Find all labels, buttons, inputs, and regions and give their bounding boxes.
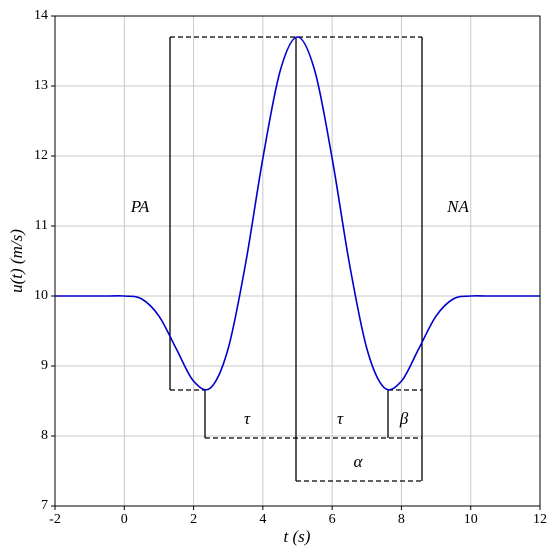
annotation: PA	[130, 197, 150, 216]
x-tick-label: -2	[49, 512, 61, 527]
plot-frame	[54, 15, 541, 507]
annotation: NA	[446, 197, 469, 216]
y-tick-label: 13	[34, 78, 48, 93]
annotation: α	[354, 452, 364, 471]
x-tick-label: 8	[398, 512, 405, 527]
y-tick-label: 7	[41, 498, 48, 513]
y-axis-label: u(t) (m/s)	[7, 229, 26, 293]
annotation: β	[399, 409, 409, 428]
y-tick-label: 10	[34, 288, 48, 303]
x-axis-label: t (s)	[284, 527, 311, 546]
y-tick-label: 11	[35, 218, 48, 233]
x-tick-label: 6	[329, 512, 336, 527]
x-tick-label: 10	[464, 512, 478, 527]
x-tick-label: 12	[533, 512, 547, 527]
y-tick-label: 14	[34, 8, 48, 23]
y-tick-label: 8	[41, 428, 48, 443]
x-tick-label: 2	[190, 512, 197, 527]
y-tick-label: 9	[41, 358, 48, 373]
data-line	[55, 36, 540, 391]
x-tick-label: 4	[259, 512, 266, 527]
y-tick-label: 12	[34, 148, 48, 163]
x-tick-label: 0	[121, 512, 128, 527]
annotation: τ	[244, 409, 251, 428]
annotation: τ	[337, 409, 344, 428]
